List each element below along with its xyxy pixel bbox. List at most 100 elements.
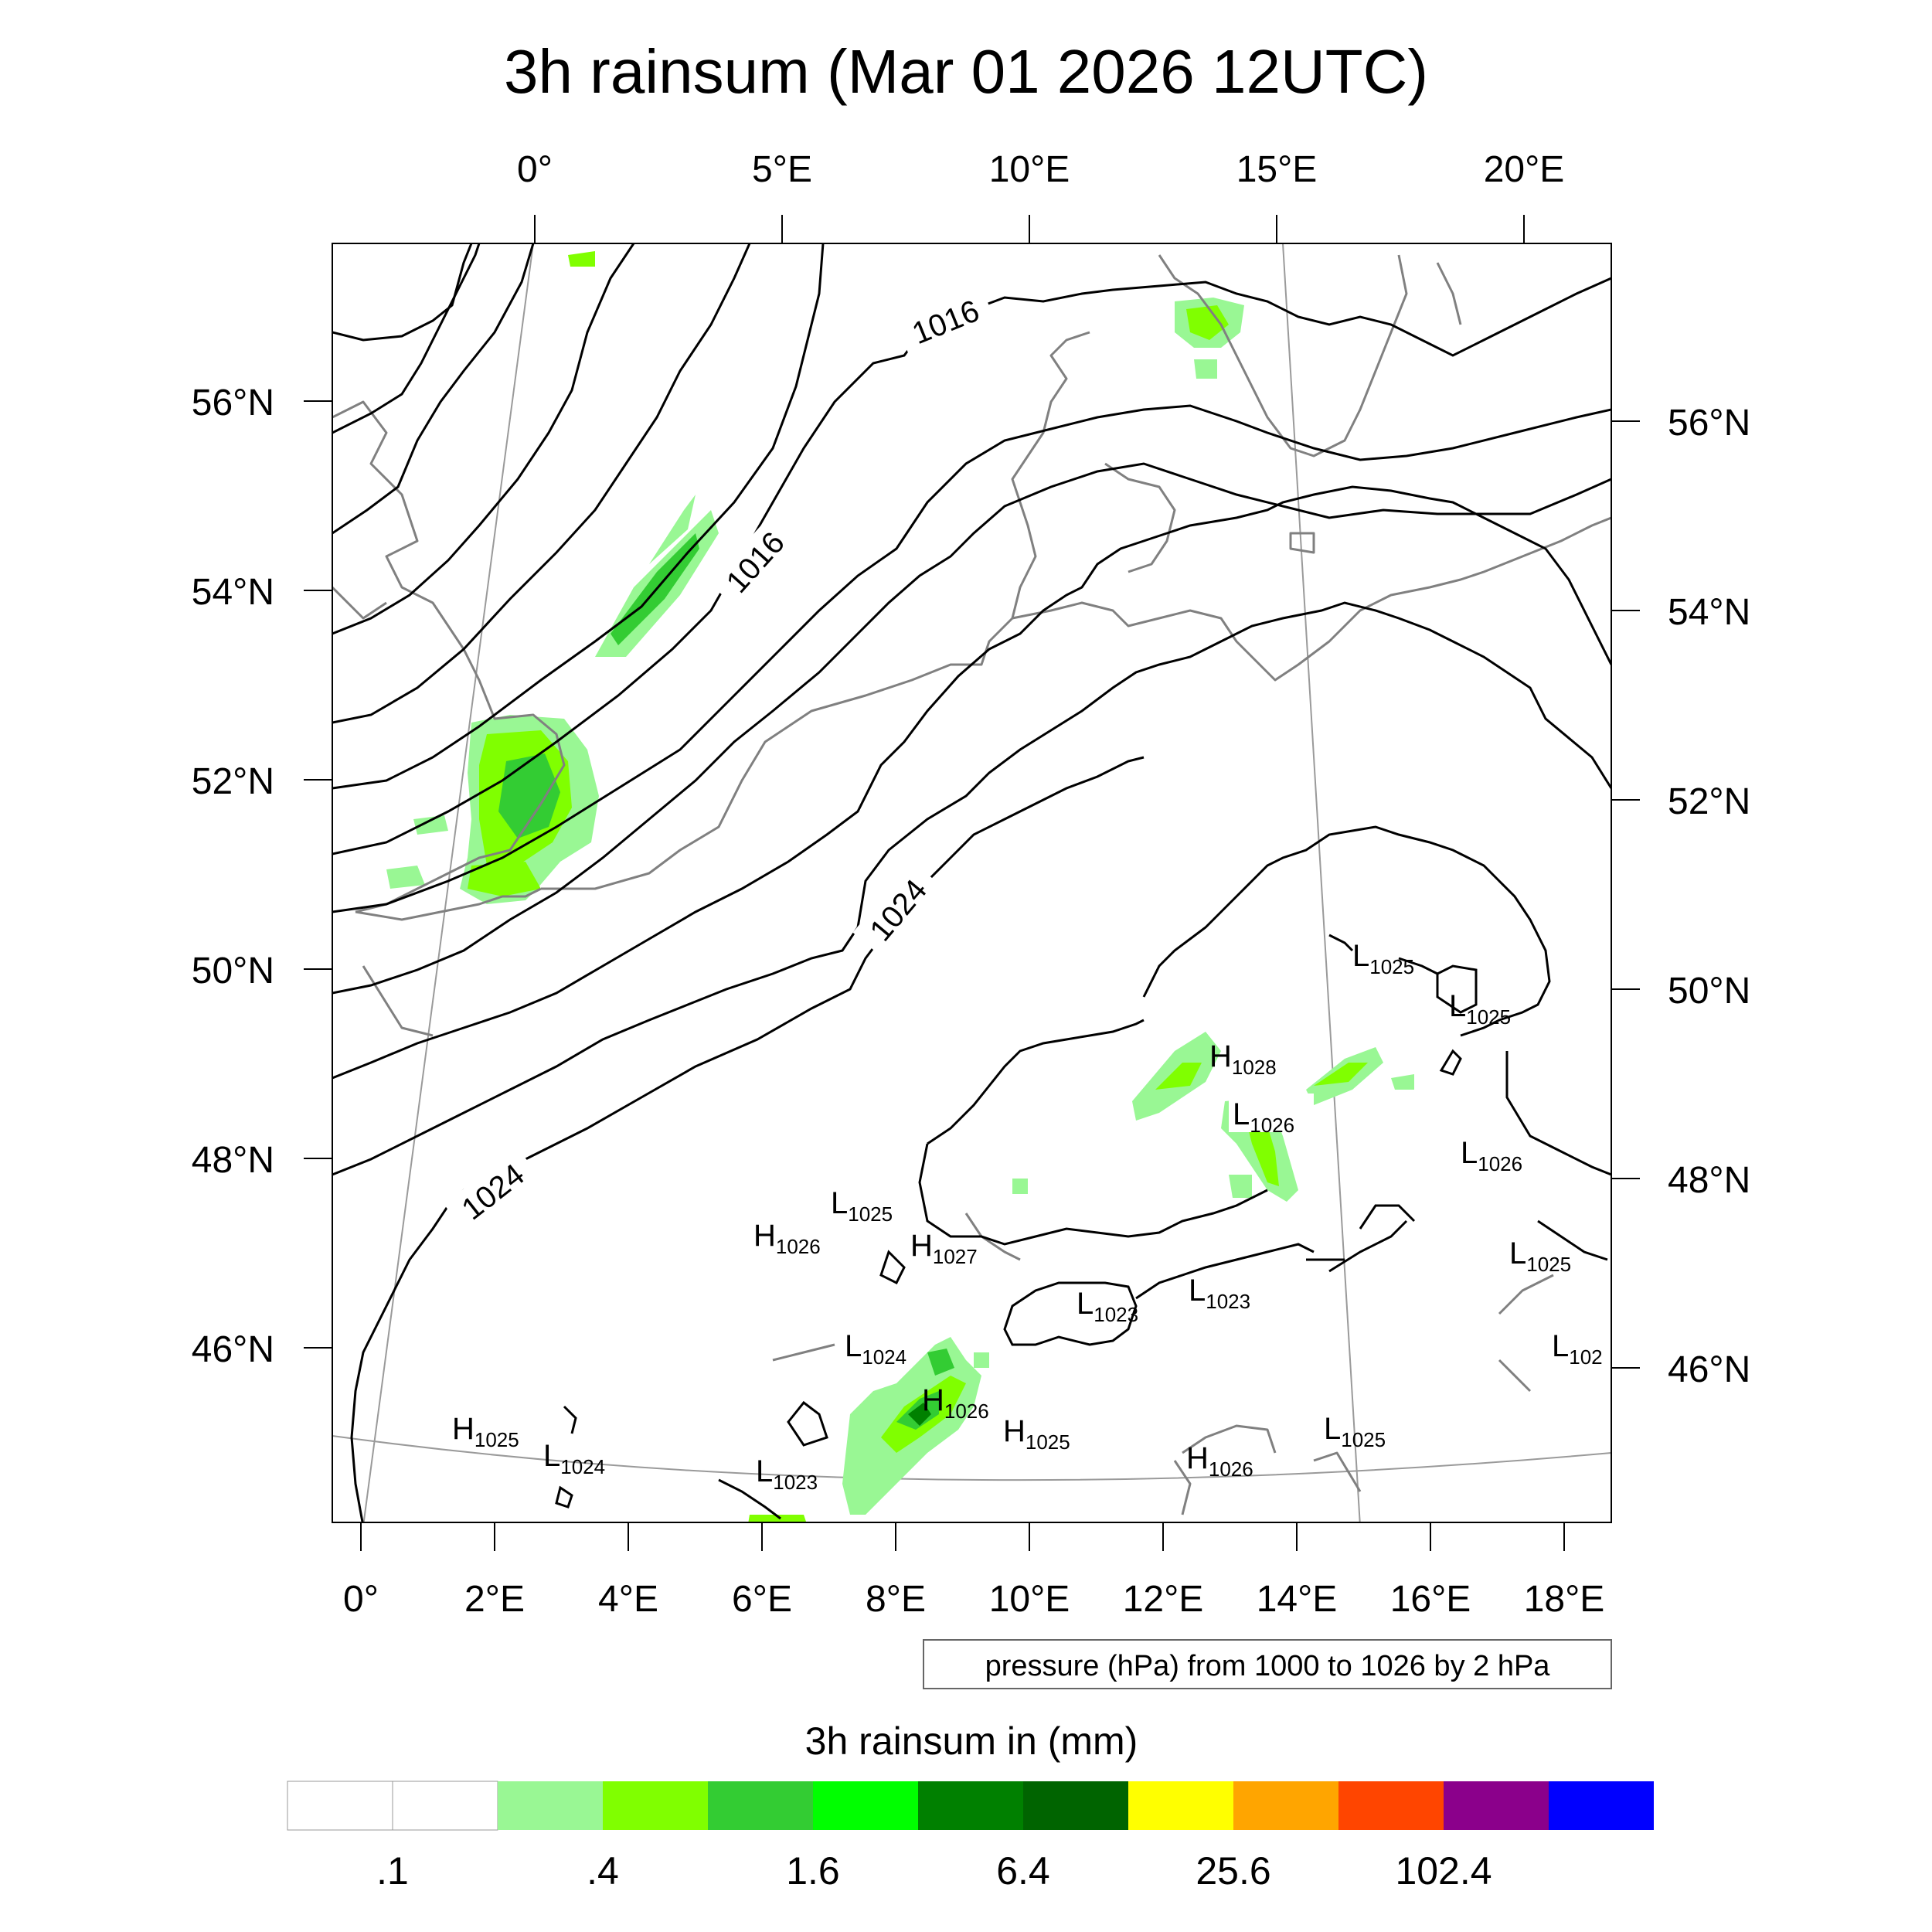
- lon-label: 2°E: [464, 1579, 525, 1620]
- axis-ticks: [304, 215, 1640, 1551]
- lat-label: 50°N: [192, 951, 274, 992]
- colorbar-title: 3h rainsum in (mm): [805, 1719, 1138, 1763]
- colorbar-segment: [1549, 1781, 1654, 1830]
- isobar-20: [1439, 1049, 1462, 1076]
- pressure-center-label: L1025: [1352, 939, 1414, 978]
- isobar-7: [332, 277, 1611, 855]
- isobar-21: [1436, 964, 1478, 1014]
- map-panel: 1016 1016 1024 1024 L1025 L1025 H1028 L1…: [332, 243, 1611, 1522]
- lon-label: 0°: [517, 149, 553, 190]
- pressure-center-label: H1028: [1209, 1039, 1277, 1079]
- lon-label: 6°E: [732, 1579, 792, 1620]
- lat-label: 54°N: [1668, 592, 1750, 633]
- colorbar-labels: .1 .4 1.6 6.4 25.6 102.4: [376, 1849, 1492, 1893]
- pressure-center-label: L1024: [845, 1329, 906, 1369]
- lon-label: 18°E: [1524, 1579, 1605, 1620]
- colorbar-segment: [603, 1781, 708, 1830]
- lon-label: 5°E: [752, 149, 812, 190]
- pressure-center-label: H1027: [910, 1229, 978, 1268]
- isobar-14: [927, 1019, 1145, 1145]
- pressure-center-label: L1025: [1509, 1236, 1571, 1276]
- lat-label: 46°N: [192, 1329, 274, 1370]
- lon-label: 20°E: [1484, 149, 1565, 190]
- colorbar-segment: [918, 1781, 1023, 1830]
- pressure-center-label: L1025: [1449, 989, 1511, 1029]
- graticule-lines: [332, 243, 1611, 1522]
- pressure-center-label: L1023: [1077, 1287, 1138, 1326]
- isobar-22: [1505, 1051, 1611, 1176]
- top-longitude-labels: 0° 5°E 10°E 15°E 20°E: [517, 149, 1564, 190]
- isobar-13: [1142, 825, 1551, 1037]
- isobar-17: [1135, 1243, 1315, 1300]
- colorbar-label: 102.4: [1395, 1849, 1492, 1893]
- isobar-15: [918, 1143, 1268, 1246]
- left-latitude-labels: 56°N 54°N 52°N 50°N 48°N 46°N: [192, 383, 274, 1370]
- colorbar-segment: [392, 1781, 498, 1831]
- isobar-25: [1328, 1219, 1408, 1273]
- isobars: [332, 243, 1611, 1522]
- pressure-center-label: L1026: [1461, 1136, 1522, 1175]
- contour-info-box: pressure (hPa) from 1000 to 1026 by 2 hP…: [923, 1639, 1612, 1689]
- rain-cell-denmark-sweden: [1175, 298, 1244, 379]
- bottom-longitude-labels: 0° 2°E 4°E 6°E 8°E 10°E 12°E 14°E 16°E 1…: [343, 1579, 1604, 1620]
- colorbar-segment: [1338, 1781, 1444, 1830]
- lon-label: 10°E: [989, 1579, 1070, 1620]
- lon-label: 14°E: [1257, 1579, 1338, 1620]
- isobar-29: [787, 1400, 828, 1447]
- pressure-center-label: L1025: [1324, 1412, 1386, 1451]
- colorbar-segment: [1233, 1781, 1338, 1830]
- isobar-28: [718, 1478, 781, 1520]
- isobar-12: [350, 756, 1145, 1522]
- isobar-16: [1003, 1281, 1138, 1346]
- pressure-center-label: H1026: [922, 1383, 989, 1423]
- pressure-centers: L1025 L1025 H1028 L1026 L1026 L1025 H102…: [452, 939, 1603, 1494]
- figure-title: 3h rainsum (Mar 01 2026 12UTC): [504, 37, 1428, 106]
- lon-label: 15°E: [1236, 149, 1318, 190]
- colorbar-label: .4: [587, 1849, 619, 1893]
- lon-label: 8°E: [866, 1579, 926, 1620]
- pressure-center-label: H1026: [1186, 1441, 1253, 1481]
- rain-cell-alps: [748, 1337, 989, 1522]
- lat-label: 54°N: [192, 572, 274, 613]
- coastlines: [332, 254, 1611, 1515]
- lat-label: 52°N: [1668, 781, 1750, 822]
- isobar-31: [555, 1485, 573, 1509]
- pressure-center-label: H1025: [1003, 1414, 1070, 1454]
- lat-label: 52°N: [192, 761, 274, 802]
- contour-info-text: pressure (hPa) from 1000 to 1026 by 2 hP…: [985, 1650, 1551, 1682]
- map-frame: [332, 243, 1612, 1523]
- colorbar-label: 6.4: [996, 1849, 1050, 1893]
- lat-label: 56°N: [1668, 403, 1750, 444]
- pressure-center-label: L1025: [831, 1186, 893, 1226]
- lon-label: 16°E: [1390, 1579, 1471, 1620]
- isobar-4: [332, 243, 635, 635]
- lat-label: 46°N: [1668, 1349, 1750, 1390]
- isobar-24: [1537, 1219, 1608, 1261]
- isobar-3: [332, 243, 535, 535]
- isobar-11: [332, 601, 1611, 1176]
- colorbar: [287, 1781, 1654, 1831]
- isobar-9: [332, 462, 1611, 995]
- isobar-30: [563, 1405, 577, 1434]
- pressure-center-label: H1026: [753, 1219, 821, 1258]
- lat-label: 56°N: [192, 383, 274, 423]
- isobar-19: [879, 1250, 906, 1285]
- colorbar-label: .1: [376, 1849, 409, 1893]
- colorbar-segment: [708, 1781, 813, 1830]
- isobar-27: [1398, 957, 1438, 975]
- isobar-6: [332, 243, 825, 790]
- lon-label: 10°E: [989, 149, 1070, 190]
- colorbar-label: 1.6: [786, 1849, 840, 1893]
- pressure-center-label: H1025: [452, 1412, 519, 1451]
- isobar-8: [332, 404, 1611, 913]
- lon-label: 4°E: [598, 1579, 658, 1620]
- colorbar-segment: [1023, 1781, 1128, 1830]
- pressure-center-label: L1024: [543, 1439, 605, 1478]
- colorbar-segment: [813, 1781, 918, 1830]
- colorbar-segment: [1444, 1781, 1549, 1830]
- lat-label: 50°N: [1668, 971, 1750, 1012]
- isobar-10: [332, 485, 1611, 1080]
- pressure-center-label: L102: [1552, 1329, 1603, 1369]
- isobar-5: [332, 243, 751, 724]
